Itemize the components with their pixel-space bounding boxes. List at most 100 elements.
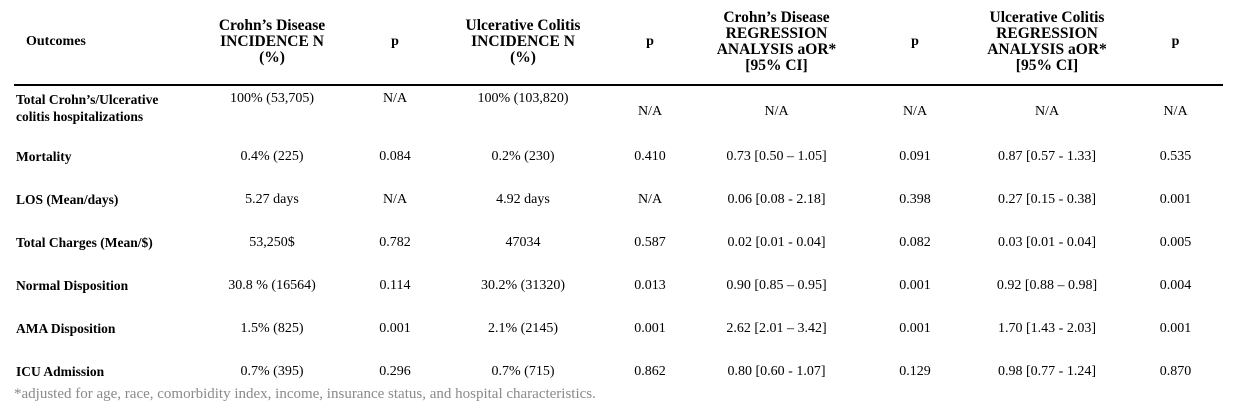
table-row: Normal Disposition 30.8 % (16564) 0.114 …	[14, 264, 1223, 307]
table-body: Total Crohn’s/Ulcerative colitis hospita…	[14, 85, 1223, 393]
table-cell: 0.06 [0.08 - 2.18]	[727, 191, 826, 207]
table-cell: 0.90 [0.85 – 0.95]	[726, 277, 827, 293]
table-cell: 0.296	[379, 363, 411, 379]
table-cell: 1.70 [1.43 - 2.03]	[998, 320, 1096, 336]
table-row: AMA Disposition 1.5% (825) 0.001 2.1% (2…	[14, 307, 1223, 350]
table-cell: 4.92 days	[496, 191, 550, 207]
table-cell: 0.535	[1159, 148, 1192, 164]
table-cell: 100% (53,705)	[230, 91, 314, 106]
table-cell: 2.62 [2.01 – 3.42]	[726, 320, 827, 336]
header-line: Ulcerative Colitis	[989, 9, 1105, 26]
table-cell: 0.005	[1159, 234, 1192, 250]
row-label: ICU Admission	[16, 364, 105, 379]
table-cell: 0.870	[1159, 363, 1192, 379]
header-line: INCIDENCE N	[471, 33, 575, 50]
header-outcomes: Outcomes	[14, 0, 189, 86]
outcomes-table-container: Outcomes Crohn’s Disease INCIDENCE N (%)…	[14, 0, 1223, 393]
table-cell: 30.8 % (16564)	[228, 277, 316, 293]
header-p-label: p	[391, 34, 399, 49]
table-cell: 0.001	[634, 320, 666, 336]
header-line: REGRESSION	[996, 25, 1098, 42]
outcomes-table: Outcomes Crohn’s Disease INCIDENCE N (%)…	[14, 0, 1223, 393]
table-cell: 0.084	[379, 148, 411, 164]
table-cell: 47034	[505, 234, 541, 250]
table-cell: 0.001	[1159, 191, 1192, 207]
header-line: [95% CI]	[1015, 57, 1079, 74]
table-cell: 0.73 [0.50 – 1.05]	[726, 148, 827, 164]
table-cell: 0.004	[1159, 277, 1192, 293]
header-p-label: p	[1171, 34, 1180, 49]
table-row: LOS (Mean/days) 5.27 days N/A 4.92 days …	[14, 178, 1223, 221]
table-cell: 0.398	[899, 191, 931, 207]
table-cell: 0.587	[634, 234, 666, 250]
row-label: Total Charges (Mean/$)	[16, 235, 153, 250]
header-p-3: p	[864, 0, 966, 86]
table-row: Total Crohn’s/Ulcerative colitis hospita…	[14, 85, 1223, 135]
table-row: Total Charges (Mean/$) 53,250$ 0.782 470…	[14, 221, 1223, 264]
table-cell: 30.2% (31320)	[481, 277, 565, 293]
table-cell: 1.5% (825)	[240, 320, 304, 336]
header-line: ANALYSIS aOR*	[987, 41, 1107, 58]
table-cell: 2.1% (2145)	[488, 320, 558, 336]
row-label: Mortality	[16, 149, 72, 164]
table-row: Mortality 0.4% (225) 0.084 0.2% (230) 0.…	[14, 135, 1223, 178]
header-row: Outcomes Crohn’s Disease INCIDENCE N (%)…	[14, 0, 1223, 86]
table-cell: N/A	[637, 191, 663, 207]
header-line: (%)	[259, 49, 285, 66]
header-cd-incidence: Crohn’s Disease INCIDENCE N (%)	[189, 0, 355, 86]
header-line: Crohn’s Disease	[723, 9, 830, 26]
table-cell: 0.082	[899, 234, 931, 250]
header-cd-regression: Crohn’s Disease REGRESSION ANALYSIS aOR*…	[689, 0, 864, 86]
row-label: AMA Disposition	[16, 321, 116, 336]
table-cell: N/A	[1163, 103, 1188, 119]
table-header: Outcomes Crohn’s Disease INCIDENCE N (%)…	[14, 0, 1223, 86]
table-cell: 0.114	[379, 277, 411, 293]
table-cell: 5.27 days	[245, 191, 299, 207]
row-label: Normal Disposition	[16, 278, 129, 293]
table-cell: 0.001	[899, 320, 931, 336]
footnote: *adjusted for age, race, comorbidity ind…	[14, 386, 596, 402]
table-cell: N/A	[764, 103, 789, 119]
table-row: ICU Admission 0.7% (395) 0.296 0.7% (715…	[14, 350, 1223, 393]
header-p-label: p	[646, 34, 654, 49]
row-label: Total Crohn’s/Ulcerative colitis hospita…	[14, 85, 189, 135]
table-cell: 0.92 [0.88 – 0.98]	[996, 277, 1098, 293]
header-p-4: p	[1128, 0, 1223, 86]
header-p-label: p	[911, 34, 919, 49]
header-line: Ulcerative Colitis	[465, 17, 581, 34]
table-cell: 0.862	[634, 363, 666, 379]
header-line: ANALYSIS aOR*	[716, 41, 837, 58]
table-cell: 0.001	[899, 277, 931, 293]
header-line: (%)	[510, 49, 536, 66]
header-outcomes-label: Outcomes	[26, 34, 86, 49]
table-cell: 0.03 [0.01 - 0.04]	[998, 234, 1096, 250]
table-cell: 0.87 [0.57 - 1.33]	[998, 148, 1096, 164]
table-cell: 0.4% (225)	[240, 148, 304, 164]
row-label-line: colitis hospitalizations	[16, 109, 144, 124]
table-cell: 0.013	[634, 277, 666, 293]
row-label: LOS (Mean/days)	[16, 192, 119, 207]
table-cell: 0.129	[899, 363, 931, 379]
table-cell: 0.001	[1159, 320, 1192, 336]
table-cell: 0.410	[634, 148, 666, 164]
table-cell: 0.782	[379, 234, 411, 250]
table-cell: N/A	[1034, 103, 1060, 119]
table-cell: 100% (103,820)	[477, 91, 569, 106]
header-line: [95% CI]	[745, 57, 808, 74]
header-line: REGRESSION	[725, 25, 828, 42]
table-cell: N/A	[382, 191, 408, 207]
table-cell: 0.98 [0.77 - 1.24]	[998, 363, 1096, 379]
table-cell: 0.80 [0.60 - 1.07]	[727, 363, 826, 379]
header-p-1: p	[355, 0, 435, 86]
table-cell: 0.27 [0.15 - 0.38]	[998, 191, 1096, 207]
header-uc-incidence: Ulcerative Colitis INCIDENCE N (%)	[435, 0, 611, 86]
table-cell: N/A	[382, 91, 408, 106]
table-cell: 0.001	[379, 320, 411, 336]
table-cell: 0.7% (395)	[240, 363, 304, 379]
header-line: Crohn’s Disease	[218, 17, 326, 34]
table-cell: 0.7% (715)	[491, 363, 555, 379]
row-label-line: Total Crohn’s/Ulcerative	[16, 92, 159, 107]
table-cell: N/A	[902, 103, 928, 119]
header-uc-regression: Ulcerative Colitis REGRESSION ANALYSIS a…	[966, 0, 1128, 86]
table-cell: 53,250$	[249, 234, 295, 250]
